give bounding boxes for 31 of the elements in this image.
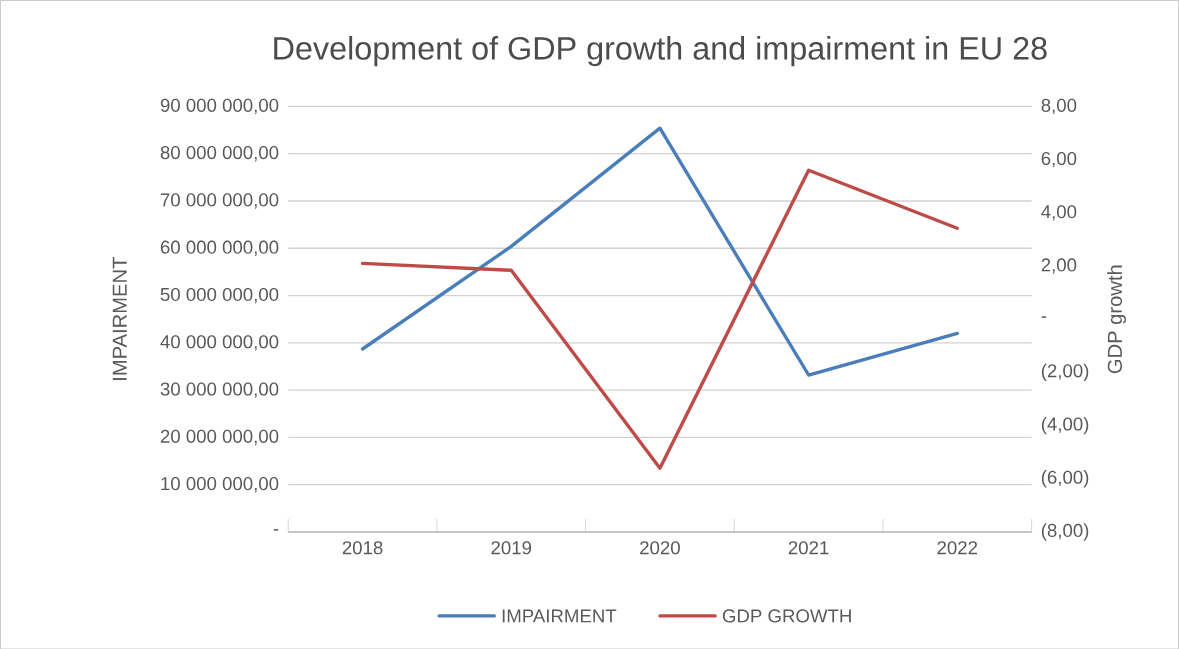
line-series xyxy=(360,126,959,377)
y-tick-label: 80 000 000,00 xyxy=(160,145,279,162)
x-tick-label: 2022 xyxy=(937,540,978,555)
y-tick-label: 50 000 000,00 xyxy=(160,287,279,304)
y2-tick-label: 6,00 xyxy=(1041,151,1077,168)
y-tick-label: 70 000 000,00 xyxy=(160,193,279,209)
y-tick-label: 10 000 000,00 xyxy=(161,476,279,493)
y2-tick-label: (6,00) xyxy=(1041,469,1089,488)
y-axis-title: IMPAIRMENT xyxy=(112,256,127,380)
y2-tick-label: 2,00 xyxy=(1041,258,1077,274)
y-tick-label: 20 000 000,00 xyxy=(160,429,279,445)
line-series xyxy=(360,168,959,470)
y-tick-label: 40 000 000,00 xyxy=(160,334,279,351)
y2-tick-label: 4,00 xyxy=(1041,204,1077,221)
y2-tick-label: 8,00 xyxy=(1041,98,1077,114)
legend-label: GDP GROWTH xyxy=(722,609,851,623)
x-tick-label: 2019 xyxy=(491,540,532,555)
y2-tick-label: (4,00) xyxy=(1041,416,1089,435)
y2-tick-label: (2,00) xyxy=(1041,363,1089,381)
y-tick-label: 90 000 000,00 xyxy=(160,98,279,114)
y-tick-label: 60 000 000,00 xyxy=(160,240,279,256)
y-tick-label: - xyxy=(273,528,279,531)
legend-label: IMPAIRMENT xyxy=(502,609,617,623)
y-tick-label: 30 000 000,00 xyxy=(160,382,279,398)
chart-title: Development of GDP growth and impairment in EU 28 xyxy=(274,35,1047,66)
x-tick-label: 2018 xyxy=(342,540,383,555)
y2-tick-label: (8,00) xyxy=(1041,523,1089,541)
x-tick-label: 2021 xyxy=(788,540,829,555)
y2-tick-label: - xyxy=(1041,316,1047,318)
x-tick-label: 2020 xyxy=(640,540,680,555)
y2-axis-title: GDP growth xyxy=(1107,265,1126,373)
